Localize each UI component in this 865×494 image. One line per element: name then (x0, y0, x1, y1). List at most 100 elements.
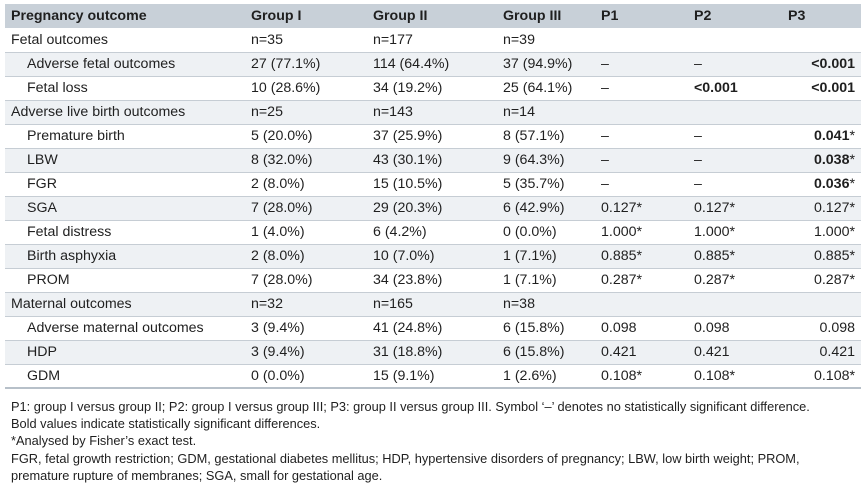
footnote-abbreviations-cont: premature rupture of membranes; SGA, sma… (11, 467, 383, 483)
cell-group-i: 2 (8.0%) (245, 244, 367, 269)
cell-group-ii: 15 (10.5%) (367, 172, 497, 197)
cell-group-ii: 31 (18.8%) (367, 340, 497, 365)
table-footnotes: P1: group I versus group II; P2: group I… (11, 398, 859, 484)
table-row: Adverse fetal outcomes 27 (77.1%) 114 (64.… (5, 52, 861, 77)
cell-group-iii: 1 (2.6%) (497, 364, 595, 389)
cell-p2: 0.108* (688, 364, 782, 389)
cell-group-iii: n=14 (497, 100, 595, 125)
table-row: Fetal loss 10 (28.6%) 34 (19.2%) 25 (64.1%)… (5, 76, 861, 101)
cell-p1: 0.098 (595, 316, 688, 341)
table-body: Fetal outcomes n=35 n=177 n=39 Adverse fetal… (5, 28, 861, 389)
cell-p1: – (595, 172, 688, 197)
cell-p1: 0.108* (595, 364, 688, 389)
cell-p2: – (688, 52, 782, 77)
cell-p3: 0.098 (782, 316, 861, 341)
cell-group-iii: 6 (15.8%) (497, 340, 595, 365)
cell-p3: <0.001 (782, 52, 861, 77)
cell-group-i: 1 (4.0%) (245, 220, 367, 245)
cell-p2: 0.098 (688, 316, 782, 341)
row-label: LBW (5, 148, 245, 173)
row-label: Birth asphyxia (5, 244, 245, 269)
header-p3: P3 (788, 8, 806, 24)
cell-group-i: 3 (9.4%) (245, 316, 367, 341)
cell-p2: – (688, 172, 782, 197)
cell-p3: <0.001 (782, 76, 861, 101)
cell-p2: 0.885* (688, 244, 782, 269)
cell-p1: – (595, 124, 688, 149)
header-p2: P2 (694, 8, 712, 24)
cell-group-iii: n=39 (497, 28, 595, 53)
cell-p2 (688, 292, 782, 317)
row-label: FGR (5, 172, 245, 197)
cell-p3: 0.041* (782, 124, 861, 149)
row-label: Fetal outcomes (5, 28, 245, 53)
cell-p2 (688, 100, 782, 125)
header-pregnancy-outcome: Pregnancy outcome (11, 8, 147, 24)
cell-group-i: 27 (77.1%) (245, 52, 367, 77)
cell-p1: – (595, 52, 688, 77)
cell-group-iii: 0 (0.0%) (497, 220, 595, 245)
cell-p1: 0.127* (595, 196, 688, 221)
cell-group-i: 8 (32.0%) (245, 148, 367, 173)
cell-p2: <0.001 (688, 76, 782, 101)
cell-p1 (595, 292, 688, 317)
cell-group-iii: 1 (7.1%) (497, 244, 595, 269)
table-row: Premature birth 5 (20.0%) 37 (25.9%) 8 (57.… (5, 124, 861, 149)
cell-group-iii: 6 (15.8%) (497, 316, 595, 341)
cell-group-i: 3 (9.4%) (245, 340, 367, 365)
table-row: Fetal distress 1 (4.0%) 6 (4.2%) 0 (0.0%) 1.… (5, 220, 861, 245)
cell-p2: – (688, 124, 782, 149)
cell-p2: 1.000* (688, 220, 782, 245)
cell-group-iii: 25 (64.1%) (497, 76, 595, 101)
cell-group-i: 5 (20.0%) (245, 124, 367, 149)
cell-group-ii: 43 (30.1%) (367, 148, 497, 173)
cell-p3: 0.108* (782, 364, 861, 389)
footnote-abbreviations: FGR, fetal growth restriction; GDM, gest… (11, 450, 800, 466)
cell-p3: 0.127* (782, 196, 861, 221)
cell-group-iii: 37 (94.9%) (497, 52, 595, 77)
cell-group-i: n=32 (245, 292, 367, 317)
row-label: GDM (5, 364, 245, 389)
table-header: Pregnancy outcome Group I Group II Group… (5, 4, 861, 28)
table-row: FGR 2 (8.0%) 15 (10.5%) 5 (35.7%) – –0.036* (5, 172, 861, 197)
cell-p1: 0.885* (595, 244, 688, 269)
cell-group-ii: 29 (20.3%) (367, 196, 497, 221)
header-p1: P1 (601, 8, 619, 24)
cell-group-i: 7 (28.0%) (245, 268, 367, 293)
cell-group-ii: 34 (19.2%) (367, 76, 497, 101)
cell-group-ii: n=165 (367, 292, 497, 317)
cell-group-ii: 37 (25.9%) (367, 124, 497, 149)
cell-group-iii: n=38 (497, 292, 595, 317)
footnote-bold-values: Bold values indicate statistically signi… (11, 416, 321, 432)
cell-p3 (782, 28, 861, 53)
cell-group-ii: 6 (4.2%) (367, 220, 497, 245)
cell-p1: – (595, 148, 688, 173)
row-label: Fetal distress (5, 220, 245, 245)
cell-group-i: 0 (0.0%) (245, 364, 367, 389)
table-row: SGA 7 (28.0%) 29 (20.3%) 6 (42.9%) 0.127* 0.1… (5, 196, 861, 221)
row-label: SGA (5, 196, 245, 221)
cell-group-i: n=35 (245, 28, 367, 53)
cell-group-ii: 34 (23.8%) (367, 268, 497, 293)
cell-p1 (595, 28, 688, 53)
row-label: HDP (5, 340, 245, 365)
cell-group-i: n=25 (245, 100, 367, 125)
cell-p3 (782, 100, 861, 125)
cell-p3: 0.038* (782, 148, 861, 173)
cell-p3: 0.036* (782, 172, 861, 197)
table-row: Maternal outcomes n=32 n=165 n=38 (5, 292, 861, 317)
row-label: Adverse fetal outcomes (5, 52, 245, 77)
cell-group-i: 10 (28.6%) (245, 76, 367, 101)
header-group-i: Group I (251, 8, 302, 24)
cell-p2: – (688, 148, 782, 173)
cell-p1: 0.421 (595, 340, 688, 365)
header-group-iii: Group III (503, 8, 562, 24)
table-row: Birth asphyxia 2 (8.0%) 10 (7.0%) 1 (7.1%) 0… (5, 244, 861, 269)
cell-p1: 0.287* (595, 268, 688, 293)
table-row: Adverse live birth outcomes n=25 n=143 n=14 (5, 100, 861, 125)
table-row: GDM 0 (0.0%) 15 (9.1%) 1 (2.6%) 0.108* 0.108*… (5, 364, 861, 389)
row-label: Maternal outcomes (5, 292, 245, 317)
cell-group-i: 7 (28.0%) (245, 196, 367, 221)
row-label: Premature birth (5, 124, 245, 149)
table-row: Fetal outcomes n=35 n=177 n=39 (5, 28, 861, 53)
